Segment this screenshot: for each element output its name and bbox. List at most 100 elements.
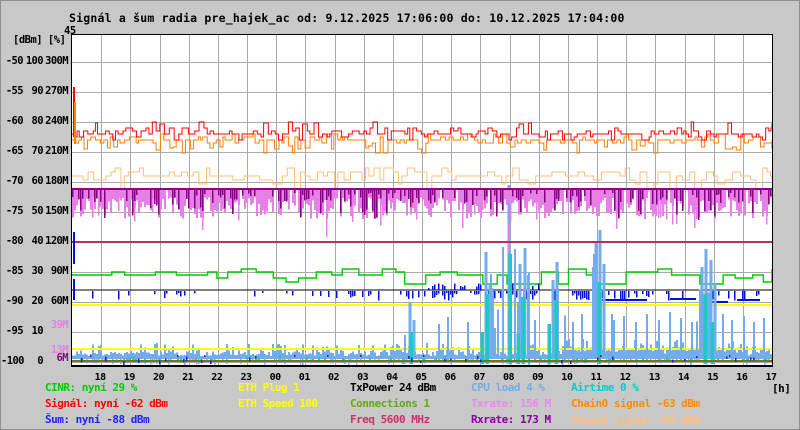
- y-label-percent: 40: [31, 235, 44, 247]
- x-axis-hour-label: 23: [240, 372, 252, 383]
- chart-canvas: [72, 35, 773, 366]
- y-label-dbm: -75: [5, 205, 24, 217]
- legend-item: Chain1 signal -69 dBm: [571, 413, 700, 426]
- x-axis-hour-label: 12: [619, 372, 632, 383]
- x-axis-hour-label: 14: [677, 372, 690, 383]
- x-axis-hour-label: 21: [182, 372, 194, 383]
- legend-item: TxPower 24 dBm: [350, 381, 436, 394]
- y-label-dbm: -95: [5, 325, 24, 337]
- x-axis-hour-label: 16: [736, 372, 748, 383]
- legend-item: ETH Plug 1: [238, 381, 300, 394]
- y-label-rate: 210M: [45, 145, 68, 157]
- legend-item: Txrate: 156 M: [471, 397, 551, 410]
- y-label-percent: 80: [31, 115, 44, 127]
- series-txpower: [72, 289, 772, 291]
- x-axis-hour-label: 08: [502, 372, 515, 383]
- series-sum-noise: [92, 283, 760, 303]
- legend-item: Signál: nyní -62 dBm: [45, 397, 168, 410]
- x-axis-hour-label: 00: [269, 372, 282, 383]
- x-axis-hour-label: 09: [532, 372, 544, 383]
- legend-item: ETH Speed 100: [238, 397, 318, 410]
- legend-item: Rxrate: 173 M: [471, 413, 551, 426]
- y-label-rate: 270M: [45, 85, 68, 97]
- legend-item: Airtime 0 %: [571, 381, 639, 394]
- x-axis-hour-label: 19: [123, 372, 136, 383]
- y-axis-extra-label: 39M: [50, 319, 69, 331]
- y-axis-row: -75 50 150M: [1, 205, 69, 217]
- legend-item: Šum: nyní -88 dBm: [45, 413, 150, 426]
- y-label-rate: 300M: [45, 55, 68, 67]
- plot-area: [71, 34, 773, 367]
- y-label-rate: 120M: [45, 235, 68, 247]
- y-label-percent: 90: [31, 85, 44, 97]
- y-axis-row: -50 100 300M: [1, 55, 69, 67]
- y-label-percent: 20: [31, 295, 44, 307]
- y-axis-row: -55 90 270M: [1, 85, 69, 97]
- y-axis-row: -65 70 210M: [1, 145, 69, 157]
- y-label-rate: 150M: [45, 205, 68, 217]
- x-axis-hour-label: 11: [590, 372, 602, 383]
- series-txrate-rxrate: [72, 188, 772, 252]
- y-axis-row: -95 10: [1, 325, 69, 337]
- y-axis-row: -70 60 180M: [1, 175, 69, 187]
- chart-title: Signál a šum radia pre_hajek_ac od: 9.12…: [69, 11, 625, 25]
- y-label-dbm: -100: [1, 355, 24, 367]
- series-cinr: [72, 268, 773, 285]
- x-axis-hour-label: 04: [386, 372, 398, 383]
- x-axis-unit-label: [h]: [772, 382, 791, 395]
- y-label-dbm: -60: [5, 115, 24, 127]
- series-chain0-signal: [72, 133, 773, 154]
- y-label-rate: 60M: [50, 295, 69, 307]
- y-axis-row: -90 20 60M: [1, 295, 69, 307]
- y-label-percent: 0: [37, 355, 43, 367]
- y-axis-row: -60 80 240M: [1, 115, 69, 127]
- x-axis-hour-label: 10: [561, 372, 573, 383]
- y-label-percent: 30: [31, 265, 44, 277]
- y-label-percent: 10: [31, 325, 44, 337]
- x-axis-hour-label: 13: [648, 372, 661, 383]
- y-label-rate: 180M: [45, 175, 68, 187]
- series-connections: [72, 360, 772, 362]
- edge-marks: [73, 87, 76, 300]
- y-label-dbm: -70: [5, 175, 24, 187]
- series-signal: [72, 121, 773, 141]
- x-axis-hour-label: 20: [152, 372, 165, 383]
- x-axis-hour-label: 01: [298, 372, 311, 383]
- x-axis-hour-label: 15: [707, 372, 719, 383]
- y-label-rate: 90M: [50, 265, 69, 277]
- series-eth-plug: [72, 304, 772, 306]
- y-label-dbm: -85: [5, 265, 24, 277]
- y-label-percent: 60: [31, 175, 44, 187]
- y-axis-extra-label: 13M: [50, 344, 69, 356]
- x-axis-hour-label: 17: [765, 372, 777, 383]
- series-freq: [72, 241, 772, 243]
- legend-item: CPU load 4 %: [471, 381, 545, 394]
- legend-item: CINR: nyní 29 %: [45, 381, 137, 394]
- x-axis-hour-label: 07: [473, 372, 486, 383]
- y-label-dbm: -55: [5, 85, 24, 97]
- y-label-rate: 240M: [45, 115, 68, 127]
- legend-item: Connections 1: [350, 397, 430, 410]
- x-axis-hour-label: 22: [211, 372, 223, 383]
- y-axis-extra-label: 6M: [56, 352, 69, 364]
- x-axis-hour-label: 06: [444, 372, 457, 383]
- series-eth-speed: [72, 348, 772, 351]
- y-label-dbm: -80: [5, 235, 24, 247]
- x-axis-hour-label: 03: [357, 372, 369, 383]
- y-label-dbm: -90: [5, 295, 24, 307]
- x-axis-hour-label: 18: [94, 372, 107, 383]
- legend-item: Chain0 signal -63 dBm: [571, 397, 700, 410]
- legend-item: Freq 5600 MHz: [350, 413, 430, 426]
- y-label-dbm: -65: [5, 145, 24, 157]
- y-axis-row: -85 30 90M: [1, 265, 69, 277]
- y-label-percent: 50: [31, 205, 44, 217]
- y-label-percent: 100: [25, 55, 44, 67]
- y-axis-row: -100 0: [1, 355, 69, 367]
- y-axis-unit-label: [dBm] [%]: [13, 34, 66, 46]
- y-label-dbm: -50: [5, 55, 24, 67]
- x-axis-hour-label: 02: [327, 372, 340, 383]
- y-axis-row: -80 40 120M: [1, 235, 69, 247]
- x-axis-hour-label: 05: [415, 372, 427, 383]
- series-chain1-signal: [72, 167, 773, 192]
